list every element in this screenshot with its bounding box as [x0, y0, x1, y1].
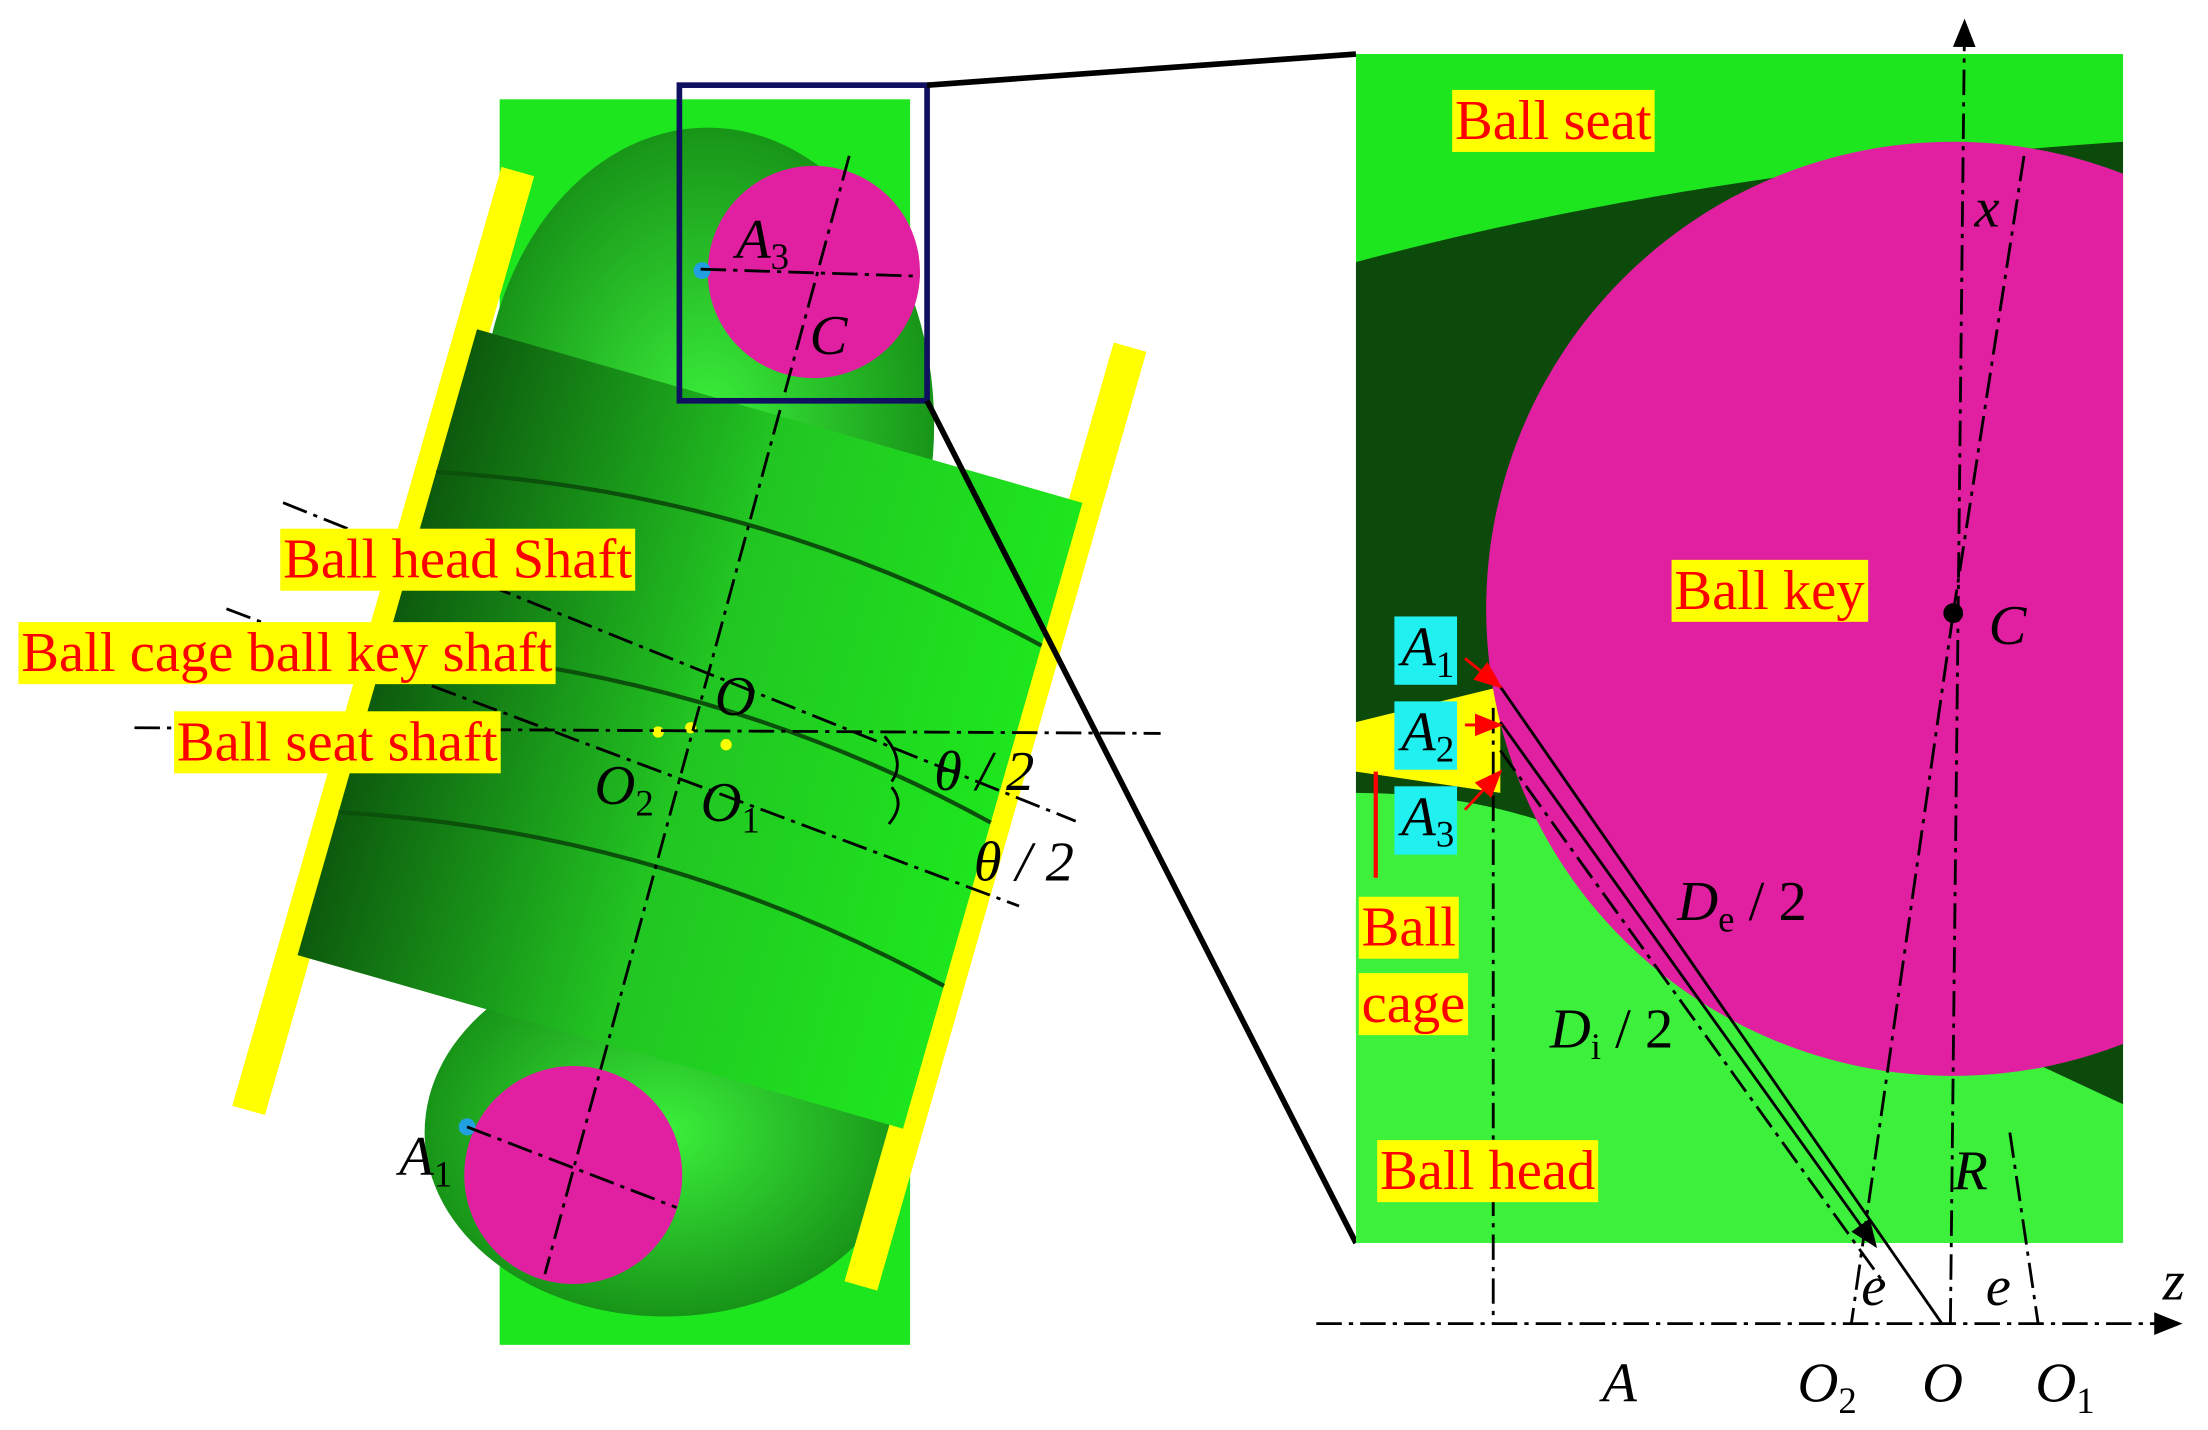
- ball-key: [707, 165, 920, 379]
- shaft-label: Ball seat shaft: [177, 711, 498, 773]
- dimension-label: e: [1986, 1256, 2011, 1318]
- axis-label: x: [1973, 178, 1999, 240]
- dimension-line: [1499, 685, 1944, 1325]
- label-background: [1394, 786, 1458, 855]
- guide: [1951, 155, 2026, 614]
- symbol: A: [1397, 786, 1436, 848]
- subscript: e: [1718, 899, 1734, 940]
- symbol: e: [1861, 1256, 1886, 1318]
- guide: [2008, 1132, 2040, 1324]
- angle-arc: [887, 786, 900, 825]
- symbol: O: [715, 666, 756, 728]
- angle-arc: [883, 735, 899, 783]
- subscript: 1: [2076, 1380, 2094, 1421]
- label-background: [18, 622, 556, 685]
- subscript: 1: [434, 1153, 452, 1194]
- label-background: [1358, 896, 1459, 959]
- label-background: [1394, 616, 1458, 685]
- point-label: C: [1989, 595, 2028, 657]
- point-label: A1: [395, 1126, 452, 1194]
- subscript: 3: [771, 236, 789, 277]
- subscript: i: [1591, 1026, 1601, 1067]
- symbol: C: [810, 305, 849, 367]
- subscript: 1: [742, 799, 760, 840]
- shaft-label: Ball head Shaft: [283, 529, 632, 591]
- point-label: A2: [1397, 701, 1454, 769]
- zoom-box: [676, 82, 930, 404]
- symbol: A: [395, 1126, 434, 1188]
- label-background: [1452, 89, 1655, 152]
- point-label: O: [715, 666, 756, 728]
- symbol: D: [1549, 999, 1591, 1061]
- point-label: C: [810, 305, 849, 367]
- pointer: [1463, 769, 1503, 811]
- subscript: 3: [1436, 814, 1454, 855]
- dimension-line: [1499, 721, 1878, 1249]
- dimension-label: e: [1861, 1256, 1886, 1318]
- label-background: [174, 711, 501, 774]
- label-background: [1377, 1140, 1599, 1203]
- zoom-line: [926, 51, 1357, 88]
- part-label: cage: [1362, 973, 1466, 1035]
- point-label: O2: [1798, 1352, 1857, 1420]
- point-label: A3: [1397, 786, 1454, 854]
- part-label: Ball seat: [1455, 90, 1652, 152]
- point-label: A: [1598, 1352, 1637, 1414]
- axis-label: z: [2162, 1251, 2185, 1313]
- subscript: 2: [1436, 729, 1454, 770]
- labels: Ball head Shaft Ball cage ball key shaft B…: [18, 89, 2185, 1421]
- symbol: A: [732, 209, 771, 271]
- point-label: A3: [732, 209, 789, 277]
- point-label: O2: [594, 755, 653, 823]
- symbol: R: [1952, 1140, 1988, 1202]
- point: [652, 726, 664, 738]
- angle-label: θ / 2: [934, 741, 1034, 803]
- point-label: O: [1922, 1352, 1963, 1414]
- symbol: C: [1989, 595, 2028, 657]
- dimension-line: [1499, 749, 1884, 1282]
- symbol: O: [1922, 1352, 1963, 1414]
- symbol: O: [1798, 1352, 1839, 1414]
- symbol: O: [594, 755, 635, 817]
- point-label: O1: [701, 772, 760, 840]
- part-label: Ball: [1362, 897, 1456, 959]
- symbol: e: [1986, 1256, 2011, 1318]
- suffix: / 2: [1601, 999, 1673, 1061]
- angle-label: θ / 2: [974, 832, 1074, 894]
- label-background: [280, 528, 636, 591]
- part-label: Ball head: [1380, 1140, 1595, 1202]
- subscript: 1: [1436, 644, 1454, 685]
- dimension-label: De / 2: [1676, 871, 1807, 939]
- symbol: A: [1397, 616, 1436, 678]
- symbol: A: [1397, 701, 1436, 763]
- point-label: A1: [1397, 616, 1454, 684]
- symbol: A: [1598, 1352, 1637, 1414]
- symbol: O: [2035, 1352, 2076, 1414]
- subscript: 2: [635, 782, 653, 823]
- point-label: O1: [2035, 1352, 2094, 1420]
- dimension-label: R: [1952, 1140, 1988, 1202]
- suffix: / 2: [1734, 871, 1806, 933]
- point: [720, 739, 732, 751]
- symbol: O: [701, 772, 742, 834]
- axis-line: [543, 155, 851, 1275]
- subscript: 2: [1838, 1380, 1856, 1421]
- part-label: Ball key: [1674, 560, 1865, 622]
- axis-line: [134, 726, 1161, 735]
- symbol: D: [1676, 871, 1718, 933]
- dimension-label: Di / 2: [1549, 999, 1673, 1067]
- zoom-line: [924, 399, 1359, 1245]
- axis-line: [466, 1125, 678, 1209]
- label-background: [1394, 701, 1458, 770]
- label-background: [1358, 973, 1469, 1036]
- shaft-label: Ball cage ball key shaft: [21, 622, 553, 684]
- guide: [1849, 612, 1955, 1324]
- axis-line: [700, 267, 921, 278]
- pointer: [1464, 657, 1503, 689]
- label-background: [1671, 559, 1869, 622]
